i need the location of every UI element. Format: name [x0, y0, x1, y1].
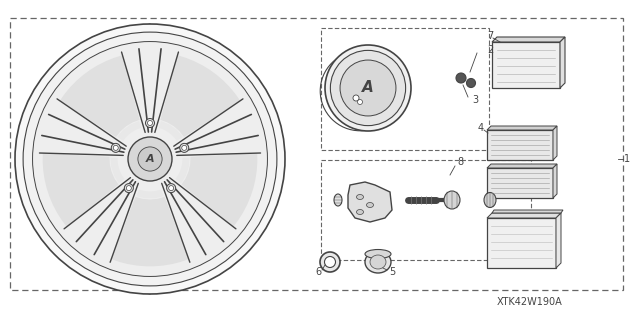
- Ellipse shape: [484, 192, 496, 207]
- Text: 4: 4: [478, 123, 484, 133]
- Ellipse shape: [456, 73, 466, 83]
- Ellipse shape: [325, 45, 411, 131]
- Polygon shape: [487, 218, 556, 268]
- Ellipse shape: [330, 50, 406, 126]
- Polygon shape: [161, 55, 240, 137]
- Text: 1: 1: [624, 154, 630, 164]
- Text: A: A: [362, 80, 374, 95]
- Text: 2: 2: [487, 45, 493, 55]
- Bar: [321, 160, 531, 260]
- Text: 8: 8: [457, 157, 463, 167]
- Ellipse shape: [145, 118, 154, 128]
- Ellipse shape: [353, 95, 359, 101]
- Ellipse shape: [166, 184, 175, 193]
- Ellipse shape: [147, 121, 152, 125]
- Polygon shape: [487, 213, 561, 218]
- Ellipse shape: [365, 249, 391, 258]
- Polygon shape: [487, 130, 553, 160]
- Polygon shape: [553, 164, 557, 198]
- Ellipse shape: [182, 145, 187, 150]
- Ellipse shape: [111, 143, 120, 152]
- Text: 3: 3: [472, 95, 478, 105]
- Polygon shape: [556, 213, 561, 268]
- Polygon shape: [553, 126, 557, 160]
- Polygon shape: [117, 121, 141, 141]
- Ellipse shape: [113, 145, 118, 150]
- Ellipse shape: [23, 32, 277, 286]
- Ellipse shape: [33, 41, 268, 277]
- Ellipse shape: [320, 252, 340, 272]
- Ellipse shape: [169, 186, 173, 191]
- Ellipse shape: [126, 186, 131, 191]
- Text: A: A: [146, 154, 154, 164]
- Polygon shape: [181, 153, 257, 227]
- Ellipse shape: [370, 255, 386, 269]
- Ellipse shape: [324, 256, 335, 268]
- Text: XTK42W190A: XTK42W190A: [497, 297, 563, 307]
- Ellipse shape: [444, 191, 460, 209]
- Text: 7: 7: [487, 31, 493, 41]
- Polygon shape: [175, 158, 189, 183]
- Ellipse shape: [334, 194, 342, 206]
- Polygon shape: [111, 197, 189, 266]
- Polygon shape: [487, 126, 557, 130]
- Ellipse shape: [358, 100, 362, 105]
- Polygon shape: [159, 121, 183, 141]
- Polygon shape: [492, 210, 563, 213]
- Polygon shape: [492, 37, 565, 42]
- Ellipse shape: [356, 195, 364, 199]
- Polygon shape: [487, 164, 557, 168]
- Ellipse shape: [180, 143, 189, 152]
- Ellipse shape: [367, 203, 374, 207]
- Polygon shape: [136, 189, 163, 198]
- Polygon shape: [348, 182, 392, 222]
- Polygon shape: [492, 42, 560, 88]
- Bar: [10, 18, 623, 290]
- Ellipse shape: [124, 184, 133, 193]
- Polygon shape: [111, 158, 124, 183]
- Polygon shape: [560, 37, 565, 88]
- Text: 5: 5: [389, 267, 395, 277]
- Ellipse shape: [365, 251, 391, 273]
- Ellipse shape: [340, 60, 396, 116]
- Ellipse shape: [467, 78, 476, 87]
- Ellipse shape: [356, 210, 364, 214]
- Bar: [321, 28, 489, 150]
- Polygon shape: [60, 55, 140, 137]
- Ellipse shape: [138, 147, 162, 171]
- Polygon shape: [43, 153, 118, 227]
- Ellipse shape: [128, 137, 172, 181]
- Polygon shape: [487, 168, 553, 198]
- Ellipse shape: [15, 24, 285, 294]
- Text: 6: 6: [315, 267, 321, 277]
